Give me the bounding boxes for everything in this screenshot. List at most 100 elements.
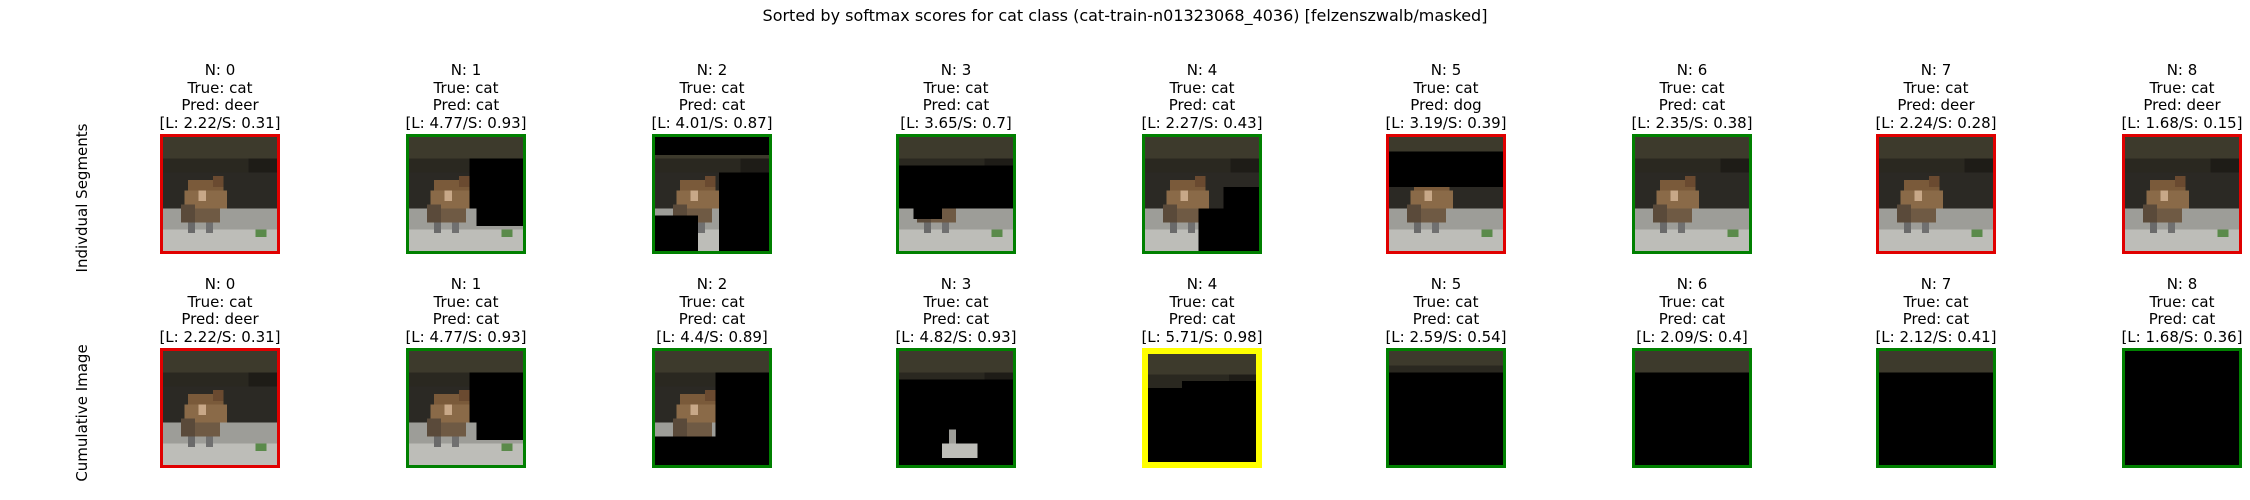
caption-n: N: 2	[696, 61, 728, 79]
caption-n: N: 1	[450, 275, 482, 293]
caption-pred: Pred: cat	[432, 310, 500, 328]
thumbnail-image	[899, 137, 1013, 251]
thumbnail-frame	[1876, 134, 1996, 254]
caption-n: N: 6	[1676, 61, 1708, 79]
cell-caption: N: 2 True: cat Pred: cat [L: 4.4/S: 0.89]	[612, 275, 812, 346]
thumbnail-image	[1389, 351, 1503, 465]
caption-n: N: 8	[2166, 61, 2198, 79]
cell-caption: N: 1 True: cat Pred: cat [L: 4.77/S: 0.93]	[366, 61, 566, 132]
caption-pred: Pred: cat	[1658, 96, 1726, 114]
caption-pred: Pred: dog	[1410, 96, 1482, 114]
row-label-individual-segments: Indivdual Segments	[73, 123, 91, 273]
cell-caption: N: 4 True: cat Pred: cat [L: 2.27/S: 0.43]	[1102, 61, 1302, 132]
cell-caption: N: 6 True: cat Pred: cat [L: 2.09/S: 0.4]	[1592, 275, 1792, 346]
thumbnail-frame	[652, 348, 772, 468]
caption-pred: Pred: deer	[2143, 96, 2221, 114]
cell-caption: N: 2 True: cat Pred: cat [L: 4.01/S: 0.87]	[612, 61, 812, 132]
thumbnail-image	[2125, 351, 2239, 465]
cell-caption: N: 0 True: cat Pred: deer [L: 2.22/S: 0.31]	[120, 275, 320, 346]
caption-n: N: 6	[1676, 275, 1708, 293]
caption-scores: [L: 4.77/S: 0.93]	[405, 327, 527, 346]
thumbnail-frame	[160, 348, 280, 468]
caption-scores: [L: 4.01/S: 0.87]	[651, 113, 773, 132]
cell-caption: N: 7 True: cat Pred: deer [L: 2.24/S: 0.28]	[1836, 61, 2036, 132]
figure-title: Sorted by softmax scores for cat class (…	[762, 6, 1488, 25]
caption-true: True: cat	[923, 292, 989, 311]
caption-pred: Pred: cat	[432, 96, 500, 114]
thumbnail-image	[655, 137, 769, 251]
caption-n: N: 7	[1920, 61, 1952, 79]
thumbnail-frame	[652, 134, 772, 254]
thumbnail-image	[899, 351, 1013, 465]
thumbnail-image	[163, 351, 277, 465]
caption-n: N: 4	[1186, 275, 1218, 293]
caption-scores: [L: 1.68/S: 0.36]	[2121, 327, 2243, 346]
caption-pred: Pred: cat	[678, 310, 746, 328]
caption-pred: Pred: deer	[181, 310, 259, 328]
caption-true: True: cat	[1659, 292, 1725, 311]
caption-true: True: cat	[1169, 292, 1235, 311]
thumbnail-frame	[2122, 348, 2242, 468]
thumbnail-image	[1879, 137, 1993, 251]
caption-n: N: 3	[940, 61, 972, 79]
thumbnail-frame	[1142, 134, 1262, 254]
caption-scores: [L: 5.71/S: 0.98]	[1141, 327, 1263, 346]
thumbnail-image	[1635, 351, 1749, 465]
caption-pred: Pred: cat	[1902, 310, 1970, 328]
thumbnail-image	[655, 351, 769, 465]
caption-pred: Pred: cat	[922, 310, 990, 328]
caption-n: N: 0	[204, 61, 236, 79]
caption-scores: [L: 2.12/S: 0.41]	[1875, 327, 1997, 346]
caption-scores: [L: 1.68/S: 0.15]	[2121, 113, 2243, 132]
caption-n: N: 1	[450, 61, 482, 79]
thumbnail-frame	[896, 134, 1016, 254]
caption-true: True: cat	[679, 78, 745, 97]
thumbnail-image	[1389, 137, 1503, 251]
cell-caption: N: 0 True: cat Pred: deer [L: 2.22/S: 0.31]	[120, 61, 320, 132]
caption-n: N: 5	[1430, 61, 1462, 79]
caption-true: True: cat	[2149, 78, 2215, 97]
thumbnail-frame	[896, 348, 1016, 468]
caption-true: True: cat	[1903, 78, 1969, 97]
thumbnail-image	[1145, 137, 1259, 251]
caption-true: True: cat	[1413, 78, 1479, 97]
caption-scores: [L: 3.65/S: 0.7]	[900, 113, 1012, 132]
caption-n: N: 4	[1186, 61, 1218, 79]
caption-true: True: cat	[1413, 292, 1479, 311]
caption-pred: Pred: cat	[1658, 310, 1726, 328]
thumbnail-frame	[406, 348, 526, 468]
thumbnail-frame	[2122, 134, 2242, 254]
caption-pred: Pred: cat	[1412, 310, 1480, 328]
caption-true: True: cat	[433, 78, 499, 97]
caption-pred: Pred: cat	[1168, 96, 1236, 114]
caption-pred: Pred: cat	[1168, 310, 1236, 328]
thumbnail-frame	[1142, 348, 1262, 468]
caption-n: N: 3	[940, 275, 972, 293]
caption-scores: [L: 3.19/S: 0.39]	[1385, 113, 1507, 132]
caption-scores: [L: 2.22/S: 0.31]	[159, 113, 281, 132]
caption-scores: [L: 2.09/S: 0.4]	[1636, 327, 1748, 346]
cell-caption: N: 7 True: cat Pred: cat [L: 2.12/S: 0.41]	[1836, 275, 2036, 346]
thumbnail-frame	[1876, 348, 1996, 468]
cell-caption: N: 5 True: cat Pred: dog [L: 3.19/S: 0.39]	[1346, 61, 1546, 132]
cell-caption: N: 3 True: cat Pred: cat [L: 4.82/S: 0.93]	[856, 275, 1056, 346]
caption-scores: [L: 2.35/S: 0.38]	[1631, 113, 1753, 132]
thumbnail-image	[2125, 137, 2239, 251]
cell-caption: N: 5 True: cat Pred: cat [L: 2.59/S: 0.54]	[1346, 275, 1546, 346]
cell-caption: N: 8 True: cat Pred: cat [L: 1.68/S: 0.36]	[2082, 275, 2250, 346]
caption-pred: Pred: deer	[181, 96, 259, 114]
caption-scores: [L: 4.82/S: 0.93]	[895, 327, 1017, 346]
thumbnail-image	[409, 351, 523, 465]
caption-scores: [L: 2.59/S: 0.54]	[1385, 327, 1507, 346]
caption-true: True: cat	[433, 292, 499, 311]
caption-true: True: cat	[187, 78, 253, 97]
caption-true: True: cat	[1903, 292, 1969, 311]
caption-n: N: 2	[696, 275, 728, 293]
caption-true: True: cat	[187, 292, 253, 311]
cell-caption: N: 3 True: cat Pred: cat [L: 3.65/S: 0.7]	[856, 61, 1056, 132]
thumbnail-frame	[1386, 348, 1506, 468]
caption-true: True: cat	[1169, 78, 1235, 97]
caption-pred: Pred: cat	[678, 96, 746, 114]
thumbnail-frame	[1386, 134, 1506, 254]
caption-pred: Pred: deer	[1897, 96, 1975, 114]
